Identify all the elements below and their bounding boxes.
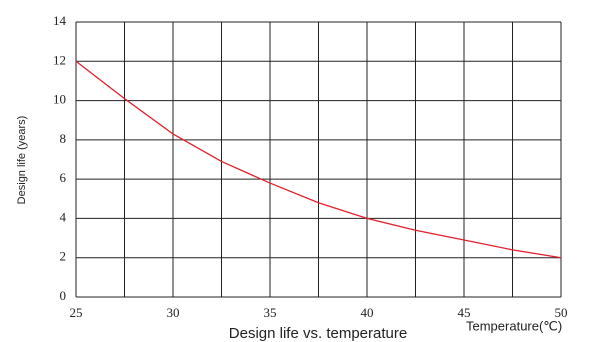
x-tick-label: 35	[264, 305, 277, 320]
y-tick-label: 2	[60, 249, 67, 264]
y-tick-label: 14	[53, 13, 67, 28]
x-axis-label: Temperature(℃)	[466, 318, 562, 333]
x-tick-label: 30	[167, 305, 180, 320]
y-axis-label: Design life (years)	[16, 116, 28, 205]
y-tick-label: 0	[60, 288, 67, 303]
x-tick-label: 50	[555, 305, 568, 320]
chart-title: Design life vs. temperature	[229, 325, 407, 342]
y-tick-label: 8	[60, 131, 67, 146]
x-tick-label: 25	[70, 305, 83, 320]
data-line	[75, 60, 562, 259]
y-tick-label: 4	[60, 209, 67, 224]
y-tick-label: 12	[53, 52, 66, 67]
x-tick-label: 40	[361, 305, 374, 320]
y-tick-label: 10	[53, 92, 66, 107]
y-tick-label: 6	[60, 170, 67, 185]
x-tick-label: 45	[458, 305, 471, 320]
